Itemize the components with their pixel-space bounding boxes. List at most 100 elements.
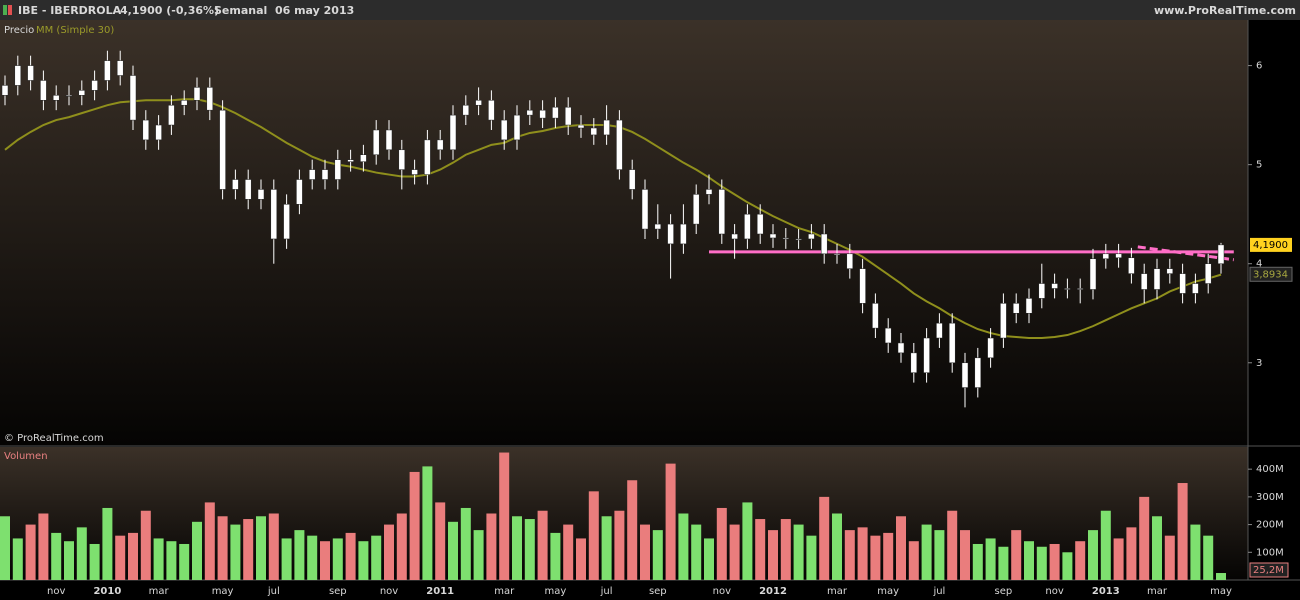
volume-bar (230, 524, 241, 580)
candle-body (769, 233, 777, 239)
icon (8, 5, 12, 15)
volume-bar (768, 530, 778, 580)
volume-value-label: 25,2M (1253, 565, 1284, 576)
candle-body (436, 139, 444, 151)
x-tick-label: jul (267, 586, 280, 597)
y-tick-label: 4 (1256, 259, 1262, 270)
volume-bar (115, 535, 126, 580)
x-tick-label: 2010 (93, 586, 121, 597)
volume-bar (1075, 541, 1086, 580)
candle-body (526, 109, 534, 116)
volume-bar (217, 516, 228, 580)
candle-body (257, 189, 265, 200)
volume-bar (153, 538, 164, 580)
volume-bar (486, 513, 497, 580)
candle-body (692, 194, 700, 225)
volume-bar (832, 513, 842, 580)
volume-bar (524, 519, 535, 580)
volume-bar (857, 527, 868, 580)
candle-body (104, 60, 111, 81)
volume-bar (332, 538, 343, 580)
candle-body (680, 223, 687, 245)
quote: 4,1900 (-0,36%) (120, 4, 219, 17)
candle-body (731, 233, 738, 240)
candle-body (334, 159, 342, 180)
candle-body (155, 124, 162, 141)
volume-bar (140, 510, 151, 580)
candle-body (667, 223, 674, 245)
x-tick-label: sep (329, 586, 347, 597)
volume-bar (12, 538, 23, 580)
volume-bar (307, 535, 318, 580)
candle-body (116, 60, 124, 76)
candle-body (180, 100, 188, 106)
volume-bar (1049, 543, 1060, 580)
symbol: IBE - IBERDROLA (18, 4, 122, 17)
volume-bar (1113, 538, 1124, 580)
volume-bar (0, 516, 10, 580)
candle-body (1128, 257, 1135, 274)
volume-bar (396, 513, 407, 580)
volume-bar (537, 510, 548, 580)
volume-bar (1024, 541, 1034, 580)
x-tick-label: nov (713, 586, 731, 597)
candle-body (564, 106, 572, 126)
candle-body (539, 109, 546, 119)
candle-body (308, 169, 316, 180)
candle-body (1, 85, 9, 96)
volume-bar (204, 502, 215, 580)
x-tick-label: may (545, 586, 567, 597)
candle-body (1000, 303, 1007, 339)
volume-bar (793, 524, 804, 580)
volume-bar (128, 532, 138, 580)
volume-bar (51, 532, 62, 580)
x-tick-label: mar (1147, 586, 1168, 597)
candle-body (27, 65, 34, 81)
x-tick-label: 2012 (759, 586, 787, 597)
candle-body (1012, 303, 1020, 314)
volume-bar (742, 502, 753, 580)
candle-body (193, 87, 201, 101)
candle-body (500, 119, 508, 141)
volume-bar (409, 471, 420, 580)
candle-body (987, 337, 994, 359)
volume-bar (448, 521, 458, 580)
candle-body (424, 139, 431, 175)
candle-body (846, 253, 854, 269)
candle-body (462, 104, 470, 116)
volume-bar (844, 530, 855, 580)
candle-body (91, 80, 98, 91)
candle-body (372, 129, 380, 155)
candle-body (232, 179, 239, 190)
candle-body (65, 95, 73, 97)
volume-bar (38, 513, 49, 580)
candle-body (872, 303, 879, 329)
volume-bar (640, 524, 650, 580)
panel-label: Volumen (4, 451, 48, 462)
candle-body (654, 223, 662, 230)
candle-body (52, 95, 60, 101)
x-tick-label: mar (149, 586, 170, 597)
volume-bar (1190, 524, 1201, 580)
candle-body (219, 109, 226, 190)
volume-bar (627, 480, 638, 580)
candle-body (1089, 258, 1097, 290)
candle-body (1064, 288, 1071, 290)
candle-body (974, 357, 982, 388)
volume-bar (960, 530, 970, 580)
candle-body (603, 119, 610, 136)
candle-body (641, 189, 649, 230)
candle-body (744, 213, 751, 240)
candle-body (948, 322, 956, 364)
volume-bar (166, 541, 177, 580)
candle-body (206, 87, 214, 111)
x-tick-label: may (212, 586, 234, 597)
price-panel (0, 20, 1248, 445)
volume-bar (1126, 527, 1137, 580)
volume-bar (294, 530, 305, 580)
x-tick-label: sep (649, 586, 667, 597)
y-tick-label: 6 (1256, 61, 1262, 72)
candle-body (385, 129, 393, 151)
volume-bar (435, 502, 446, 580)
